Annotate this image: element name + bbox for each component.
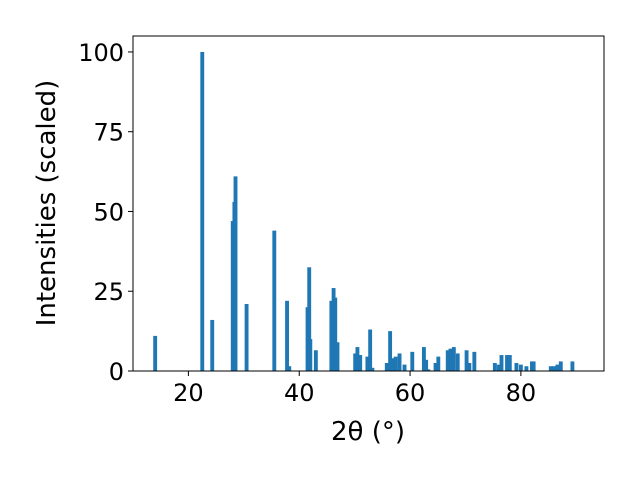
bar — [355, 347, 360, 371]
plot-frame — [132, 35, 605, 372]
bar — [570, 361, 575, 371]
bar — [426, 369, 431, 371]
x-tick-label: 80 — [506, 379, 537, 407]
bar — [233, 176, 238, 371]
bar — [505, 355, 509, 371]
bar — [518, 364, 523, 371]
bar — [548, 366, 553, 371]
y-tick-label: 50 — [93, 198, 124, 226]
bar — [507, 355, 512, 371]
bar — [436, 356, 441, 371]
bar — [467, 363, 472, 371]
bar — [421, 347, 426, 371]
x-tick-label: 20 — [173, 379, 204, 407]
bars-group — [153, 51, 575, 371]
bar — [448, 348, 453, 371]
y-tick-label: 0 — [109, 358, 124, 386]
bar — [555, 364, 560, 371]
bar — [552, 366, 557, 371]
bar — [307, 267, 312, 371]
bar — [445, 350, 450, 371]
y-tick-label: 100 — [78, 39, 124, 67]
bar — [200, 51, 205, 371]
bar — [390, 358, 395, 371]
bar — [558, 361, 563, 371]
bar — [329, 300, 334, 371]
bar — [492, 363, 497, 371]
bar — [365, 356, 370, 371]
bar — [272, 230, 277, 371]
x-axis: 20 40 60 80 — [173, 371, 536, 407]
bar — [472, 351, 477, 371]
bar — [353, 353, 358, 371]
bar — [402, 364, 407, 371]
bar — [410, 351, 415, 371]
bar — [384, 363, 389, 371]
bar — [370, 367, 375, 371]
bar — [285, 300, 289, 371]
bar — [531, 361, 536, 371]
bar — [424, 359, 429, 371]
bar — [524, 366, 529, 371]
x-tick-label: 40 — [284, 379, 315, 407]
bar — [499, 355, 504, 371]
y-tick-label: 25 — [93, 278, 124, 306]
bar — [368, 329, 373, 371]
bar — [514, 363, 519, 371]
bar — [433, 363, 438, 371]
bar — [388, 331, 393, 371]
bar — [451, 347, 456, 371]
bar — [308, 339, 313, 371]
bar — [397, 353, 402, 371]
bar — [244, 304, 249, 371]
bar — [455, 353, 460, 371]
bar — [358, 355, 363, 371]
bar — [393, 356, 398, 371]
bar — [496, 364, 501, 371]
bar — [313, 350, 318, 371]
bar — [335, 342, 340, 371]
y-axis-title: Intensities (scaled) — [32, 80, 62, 327]
bar — [210, 319, 215, 371]
y-tick-label: 75 — [93, 119, 124, 147]
y-axis: 0 25 50 75 100 — [78, 39, 133, 386]
bar — [153, 335, 158, 371]
bar — [464, 350, 469, 371]
x-axis-title: 2θ (°) — [331, 417, 405, 447]
bar — [287, 366, 292, 371]
x-tick-label: 60 — [395, 379, 426, 407]
bar — [333, 297, 338, 371]
